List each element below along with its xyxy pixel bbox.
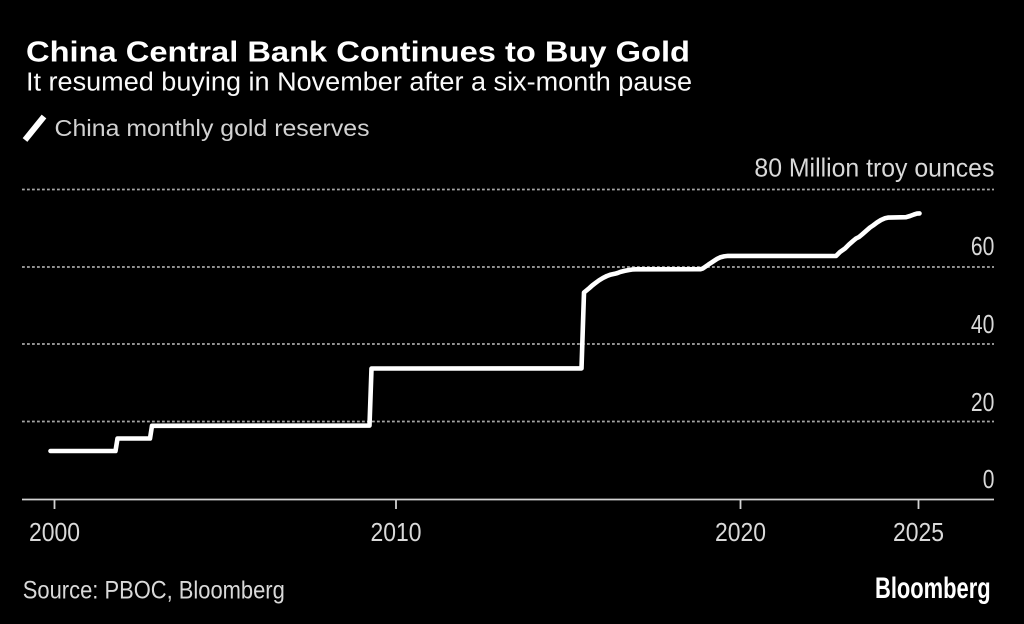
svg-text:China monthly gold reserves: China monthly gold reserves [55, 115, 370, 141]
svg-text:80 Million troy ounces: 80 Million troy ounces [754, 152, 994, 182]
svg-text:2010: 2010 [371, 517, 422, 547]
svg-text:China Central Bank Continues t: China Central Bank Continues to Buy Gold [26, 37, 690, 69]
svg-text:40: 40 [971, 309, 995, 339]
svg-text:0: 0 [983, 464, 995, 494]
svg-text:2020: 2020 [715, 517, 766, 547]
svg-text:It resumed buying in November: It resumed buying in November after a si… [26, 69, 692, 97]
svg-text:Source: PBOC, Bloomberg: Source: PBOC, Bloomberg [23, 576, 285, 604]
svg-text:60: 60 [971, 231, 995, 261]
svg-text:Bloomberg: Bloomberg [875, 572, 991, 605]
svg-text:20: 20 [971, 387, 995, 417]
svg-text:2000: 2000 [29, 517, 80, 547]
svg-text:2025: 2025 [893, 517, 944, 547]
